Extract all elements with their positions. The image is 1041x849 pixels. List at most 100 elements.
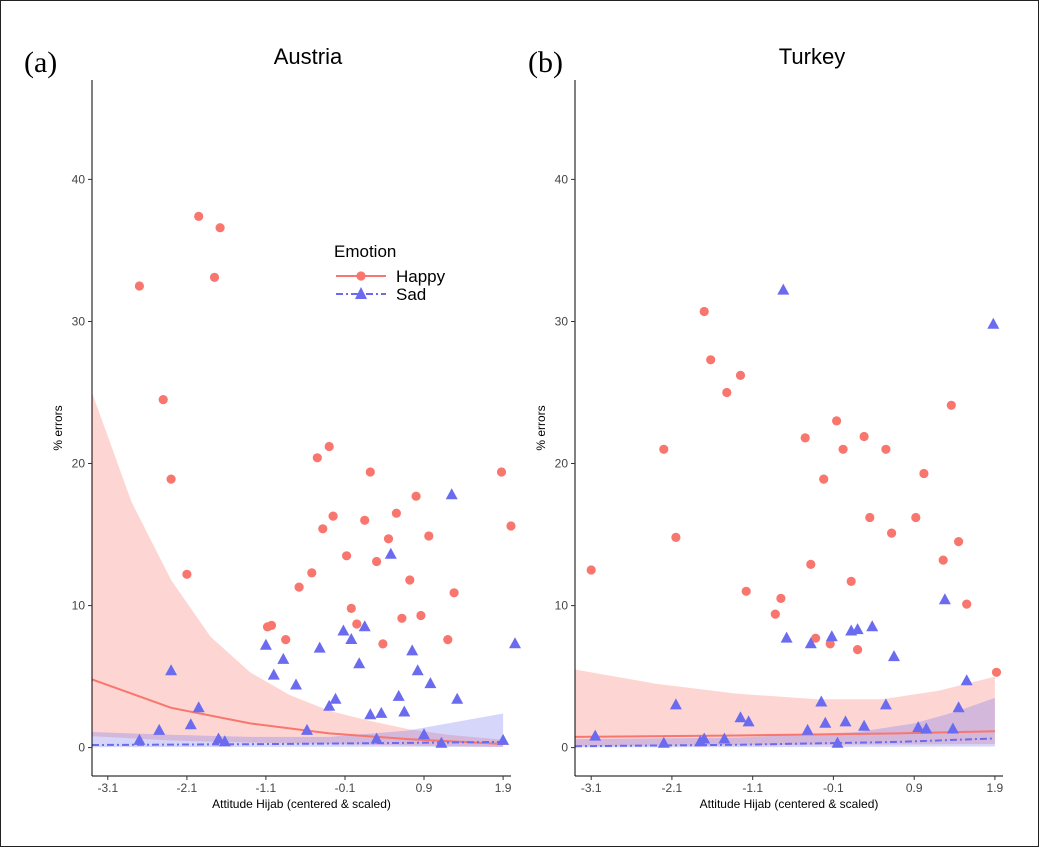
data-point-happy [281,635,291,645]
data-point-sad [912,721,925,733]
data-point-happy [881,444,891,454]
data-point-happy [194,211,204,221]
data-point-happy [416,610,426,621]
y-tick-label: 30 [555,315,569,329]
data-point-sad [858,719,871,731]
data-point-sad [398,705,411,717]
data-point-happy [819,474,829,484]
data-point-happy [391,508,401,518]
data-point-happy [887,528,897,538]
ci-band-happy [92,392,504,747]
data-point-sad [879,698,892,710]
data-point-happy [383,534,394,544]
data-point-happy [954,537,964,547]
x-tick-label: 1.9 [987,781,1004,795]
data-point-happy [360,515,370,525]
data-point-happy [722,387,732,398]
data-point-sad [960,674,973,686]
data-point-happy [911,512,921,523]
ci-band-happy [575,669,995,747]
x-tick-label: -2.1 [177,781,198,795]
data-point-happy [938,555,948,565]
data-point-happy [838,444,848,454]
data-point-sad [509,637,521,649]
data-point-sad [384,547,397,559]
data-point-happy [443,635,453,645]
data-point-sad [888,650,900,662]
data-point-happy [506,521,516,531]
data-point-sad [742,715,755,727]
data-point-sad [337,624,350,636]
data-point-sad [657,736,670,748]
data-point-happy [294,582,304,592]
data-point-sad [364,708,377,720]
trend-line-sad [574,737,995,748]
data-point-sad [819,716,832,728]
data-point-sad [153,723,166,735]
trend-line-happy [574,730,995,738]
x-tick-label: -0.1 [335,781,356,795]
y-tick-label: 10 [72,599,86,613]
data-point-sad [445,488,458,500]
data-point-sad [392,689,405,701]
data-point-sad [192,701,205,713]
data-point-happy [346,603,356,614]
data-point-happy [800,433,810,443]
data-point-happy [699,306,709,317]
ci-band-sad [575,697,995,748]
x-tick-label: -3.1 [97,781,118,795]
y-tick-label: 0 [78,741,85,755]
legend-entry-label: Happy [396,267,446,286]
data-point-happy [449,588,459,598]
chart-panel-turkey: (b) Turkey 0 10 20 30 40 -3.1 -2.1 -1.1 -0.1 0.9 1.9… [528,44,1004,811]
legend-entry-label: Sad [396,285,426,304]
data-point-sad [815,695,828,707]
y-tick-label: 10 [555,599,569,613]
data-point-sad [290,678,302,690]
data-point-happy [424,531,434,541]
data-point-happy [307,568,317,578]
data-point-sad [831,736,844,748]
data-point-happy [372,556,382,567]
data-point-sad [345,633,358,644]
data-point-sad [589,729,602,741]
chart-title: Austria [274,44,343,69]
data-point-sad [218,735,231,747]
data-point-sad [329,692,342,704]
data-point-happy [365,467,375,477]
data-point-sad [669,698,682,710]
data-point-sad [358,620,371,632]
data-point-happy [411,491,421,501]
data-point-sad [825,630,838,642]
data-point-sad [375,706,388,718]
data-point-sad [451,692,464,704]
data-point-happy [378,639,388,649]
data-point-happy [706,355,716,365]
data-point-sad [497,733,510,745]
data-point-sad [313,641,326,653]
data-point-happy [865,512,875,523]
panel-label: (b) [528,46,563,79]
data-point-sad [946,722,959,734]
data-point-sad [920,722,933,734]
chart-panel-austria: (a) Austria 0 10 20 30 40 -3.1 -2.1 -1.1 -0.1 0.9 1.… [24,44,521,811]
data-point-happy [846,576,856,587]
x-tick-label: 0.9 [416,781,433,795]
data-point-sad [406,644,419,656]
data-point-happy [134,281,144,291]
data-point-sad [435,736,448,748]
data-point-happy [182,569,192,579]
data-point-happy [209,272,220,282]
data-point-sad [804,637,817,649]
data-point-happy [671,532,681,543]
y-tick-label: 20 [555,457,569,471]
data-point-happy [741,586,751,596]
data-point-sad [411,664,424,676]
data-point-happy [991,667,1002,677]
data-point-happy [853,645,863,655]
data-point-sad [184,718,197,730]
x-tick-label: 1.9 [495,781,512,795]
